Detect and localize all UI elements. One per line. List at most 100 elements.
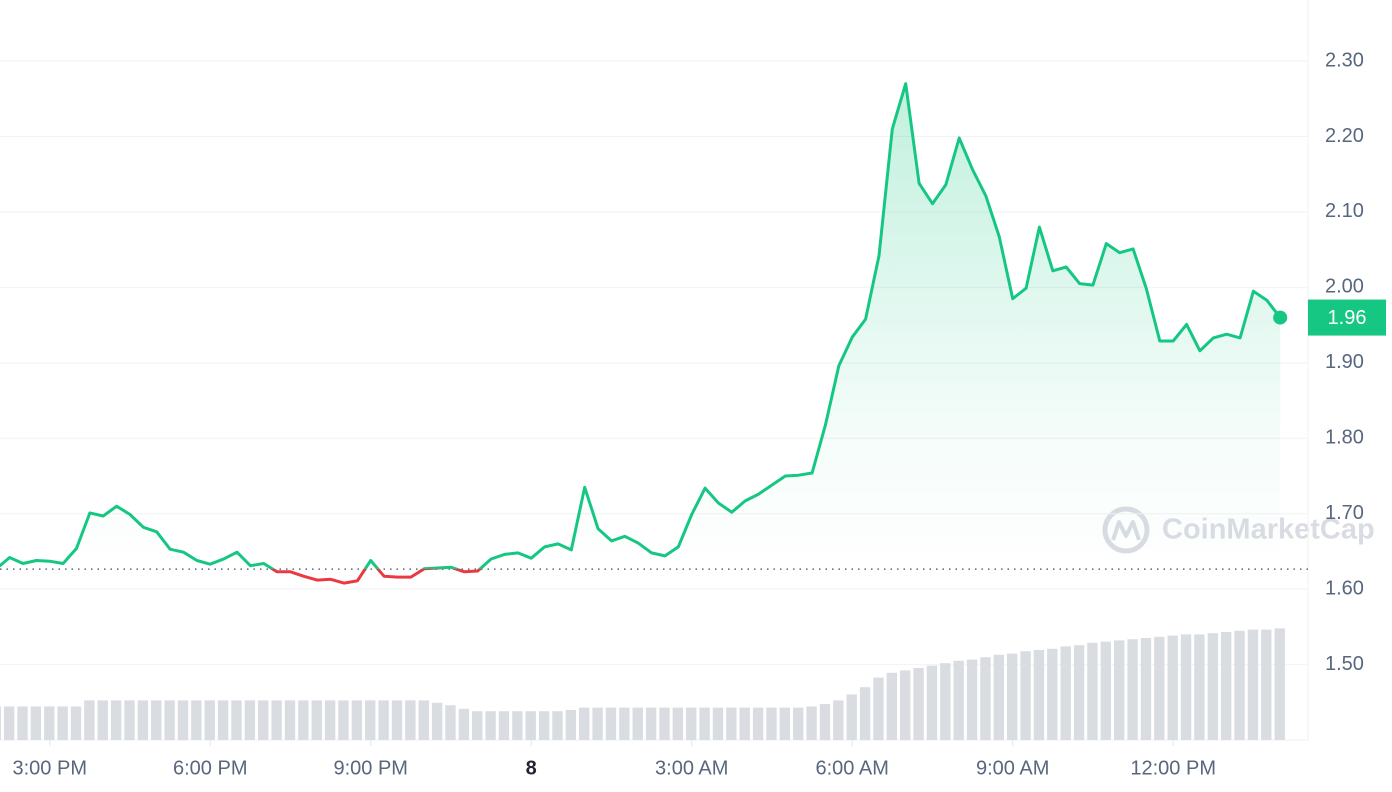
- volume-bar: [592, 707, 603, 740]
- volume-bar: [498, 711, 510, 740]
- y-tick-label: 1.80: [1325, 427, 1364, 449]
- volume-bar: [538, 711, 550, 740]
- volume-bar: [1220, 632, 1232, 740]
- volume-bar: [164, 700, 175, 740]
- volume-bar: [966, 659, 978, 740]
- volume-bar: [913, 668, 924, 740]
- volume-bar: [1047, 648, 1058, 740]
- volume-bar: [806, 706, 817, 740]
- volume-bar: [900, 670, 911, 740]
- volume-bar: [672, 707, 684, 740]
- volume-bar: [324, 700, 336, 740]
- volume-bar: [1060, 646, 1071, 740]
- volume-bar: [632, 707, 643, 740]
- volume-bar: [1020, 651, 1031, 740]
- volume-bar: [217, 700, 229, 740]
- volume-bar: [445, 705, 456, 740]
- volume-bar: [177, 700, 189, 740]
- volume-bar: [391, 700, 403, 740]
- volume-bar: [284, 700, 296, 740]
- volume-bar: [204, 700, 215, 740]
- volume-bar: [70, 706, 82, 740]
- volume-bar: [1207, 633, 1218, 740]
- volume-bar: [819, 704, 831, 740]
- volume-bar: [1167, 635, 1178, 740]
- volume-bar: [418, 700, 429, 740]
- volume-bar: [565, 710, 577, 740]
- volume-bar: [886, 672, 898, 740]
- x-tick-label: 9:00 AM: [976, 757, 1049, 779]
- volume-bar: [779, 707, 791, 740]
- y-tick-label: 2.30: [1325, 49, 1364, 71]
- volume-bar: [191, 700, 202, 740]
- volume-bar: [124, 700, 135, 740]
- volume-bar: [686, 707, 697, 740]
- volume-bar: [953, 660, 964, 740]
- volume-bar: [552, 711, 563, 740]
- volume-bar: [84, 700, 95, 740]
- volume-bar: [0, 706, 1, 740]
- volume-bar: [512, 711, 523, 740]
- volume-bar: [44, 706, 55, 740]
- volume-bar: [833, 700, 844, 740]
- volume-bar: [1274, 628, 1285, 740]
- volume-bar: [699, 707, 710, 740]
- price-line: [0, 82, 1282, 585]
- volume-bar: [110, 700, 122, 740]
- volume-bar: [1194, 634, 1205, 740]
- volume-bar: [605, 707, 617, 740]
- volume-bar: [1127, 639, 1138, 740]
- volume-bar: [472, 711, 483, 740]
- volume-bar: [1261, 629, 1272, 740]
- plot-area: [0, 82, 1308, 740]
- volume-bar: [405, 700, 416, 740]
- volume-bar: [1247, 629, 1259, 740]
- volume-bar: [1180, 634, 1192, 740]
- y-tick-label: 1.50: [1325, 653, 1364, 675]
- volume-bar: [793, 707, 804, 740]
- volume-bar: [271, 700, 282, 740]
- last-point: [1273, 310, 1288, 325]
- volume-bar: [97, 700, 108, 740]
- volume-bar: [244, 700, 256, 740]
- volume-bar: [338, 700, 349, 740]
- x-tick-label: 6:00 PM: [173, 757, 247, 779]
- volume-bar: [258, 700, 269, 740]
- volume-bar: [579, 707, 590, 740]
- volume-bar: [752, 707, 764, 740]
- volume-bar: [659, 707, 670, 740]
- x-tick-label: 12:00 PM: [1130, 757, 1216, 779]
- volume-bar: [525, 711, 536, 740]
- volume-bar: [980, 657, 991, 740]
- x-tick-label: 3:00 AM: [655, 757, 728, 779]
- volume-bar: [3, 706, 15, 740]
- volume-bar: [739, 707, 750, 740]
- volume-bar: [30, 706, 42, 740]
- last-price-label: 1.96: [1328, 307, 1367, 329]
- volume-bar: [766, 707, 777, 740]
- price-area: [0, 83, 1281, 584]
- volume-bar: [712, 707, 724, 740]
- volume-bar: [458, 708, 470, 740]
- volume-bar: [1154, 636, 1165, 740]
- x-tick-label: 9:00 PM: [333, 757, 407, 779]
- x-tick-label: 6:00 AM: [816, 757, 889, 779]
- volume-bar: [1033, 650, 1045, 740]
- volume-bar: [859, 687, 871, 740]
- volume-bar: [726, 707, 737, 740]
- y-tick-label: 2.20: [1325, 125, 1364, 147]
- volume-bar: [1100, 641, 1112, 740]
- volume-bar: [298, 700, 309, 740]
- volume-bar: [873, 677, 884, 740]
- x-tick-label: 8: [526, 757, 537, 779]
- y-tick-label: 1.70: [1325, 502, 1364, 524]
- volume-bar: [1073, 645, 1085, 740]
- volume-bar: [431, 702, 443, 740]
- volume-bar: [378, 700, 389, 740]
- volume-bar: [351, 700, 363, 740]
- y-tick-label: 2.10: [1325, 200, 1364, 222]
- volume-bar: [57, 706, 68, 740]
- volume-bar: [485, 711, 496, 740]
- volume-bar: [846, 694, 857, 740]
